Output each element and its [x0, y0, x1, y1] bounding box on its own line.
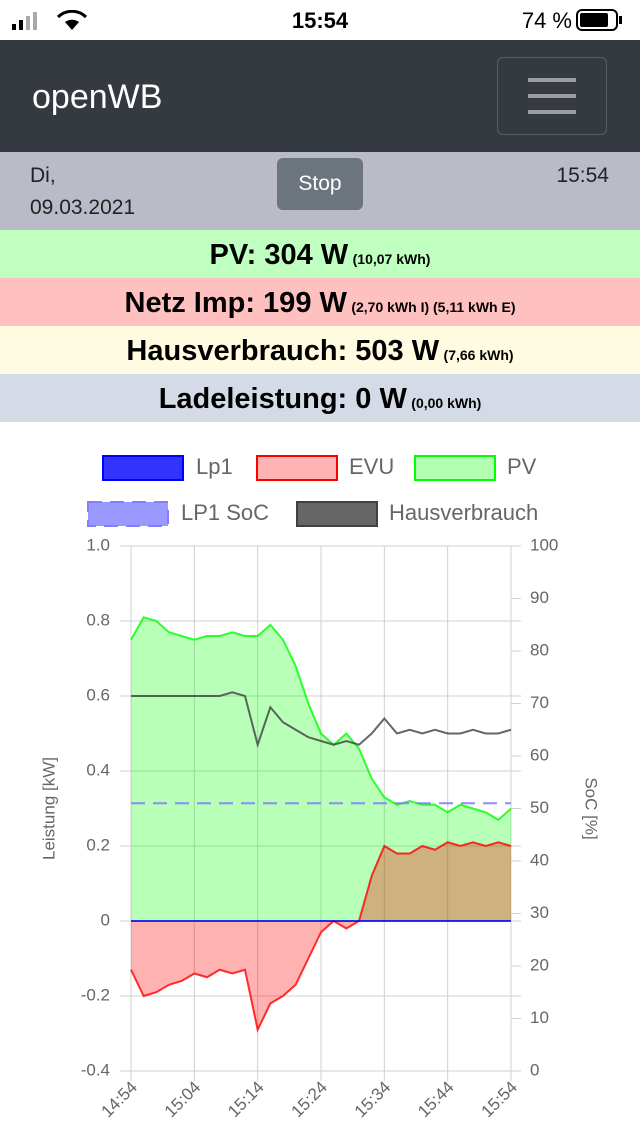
- line: [130, 616, 512, 821]
- summary-value: PV: 304 W: [209, 239, 349, 271]
- legend-swatch: [256, 455, 338, 481]
- legend-label: Lp1: [196, 454, 233, 479]
- summary-detail: (10,07 kWh): [352, 251, 431, 267]
- y-tick-label: -0.4: [81, 1060, 110, 1079]
- y-axis-title: Leistung [kW]: [39, 757, 58, 860]
- status-bar: 15:54 74 %: [0, 0, 640, 40]
- legend-label: LP1 SoC: [181, 500, 269, 525]
- y2-tick-label: 20: [530, 955, 549, 974]
- clock: 15:54: [291, 8, 349, 33]
- legend-swatch: [414, 455, 496, 481]
- y2-tick-label: 50: [530, 798, 549, 817]
- line: [131, 691, 512, 749]
- brand[interactable]: openWB: [32, 78, 163, 116]
- y2-axis-title: SoC [%]: [582, 777, 601, 839]
- x-tick-label: 15:54: [477, 1078, 521, 1122]
- y2-tick-label: 80: [530, 640, 549, 659]
- legend-label: EVU: [349, 454, 394, 479]
- legend-label: PV: [507, 454, 537, 479]
- summary-row: Netz Imp: 199 W (2,70 kWh I) (5,11 kWh E…: [0, 278, 640, 326]
- legend-swatch: [296, 501, 378, 527]
- x-tick-label: 15:04: [161, 1078, 205, 1122]
- y2-tick-label: 10: [530, 1008, 549, 1027]
- battery-level: 74 %: [521, 8, 572, 33]
- y-tick-label: -0.2: [81, 985, 110, 1004]
- y-tick-label: 0: [101, 910, 110, 929]
- y2-tick-label: 40: [530, 850, 549, 869]
- y-tick-label: 0.4: [86, 760, 110, 779]
- area: [131, 842, 511, 1030]
- menu-icon: [528, 78, 576, 114]
- summary-row: PV: 304 W (10,07 kWh): [0, 230, 640, 278]
- y-tick-label: 0.6: [86, 685, 110, 704]
- summary-detail: (2,70 kWh I) (5,11 kWh E): [351, 299, 516, 315]
- summary-detail: (7,66 kWh): [443, 347, 514, 363]
- legend-label: Hausverbrauch: [389, 500, 538, 525]
- x-tick-label: 15:34: [351, 1078, 395, 1122]
- line: [130, 841, 512, 1033]
- battery-icon: [576, 9, 622, 31]
- chart: 1.0 0.8 0.6 0.4 0.2 0 -0.2 -0.4 0 10 20 30 40 50 60 70 8…: [39, 454, 601, 1122]
- y2-tick-label: 90: [530, 588, 549, 607]
- status-icons: [12, 10, 88, 30]
- x-tick-label: 15:24: [287, 1078, 331, 1122]
- date: 09.03.2021: [30, 196, 136, 219]
- x-tick-label: 15:14: [224, 1078, 268, 1122]
- summary-value: Hausverbrauch: 503 W: [126, 335, 440, 367]
- y2-tick-label: 0: [530, 1060, 539, 1079]
- summary-value: Netz Imp: 199 W: [124, 287, 347, 319]
- y-tick-label: 0.8: [86, 610, 110, 629]
- y2-tick-label: 70: [530, 693, 549, 712]
- y-tick-label: 1.0: [86, 535, 110, 554]
- x-tick-label: 15:44: [414, 1078, 458, 1122]
- x-tick-label: 14:54: [97, 1078, 141, 1122]
- legend-swatch: [102, 455, 184, 481]
- stop-button[interactable]: Stop: [277, 158, 363, 210]
- legend-swatch: [87, 501, 169, 527]
- info-bar: Di, 09.03.2021 Stop 15:54: [0, 152, 640, 230]
- y2-tick-label: 60: [530, 745, 549, 764]
- summary-value: Ladeleistung: 0 W: [158, 383, 407, 415]
- navbar: openWB: [0, 40, 640, 152]
- y2-tick-label: 100: [530, 535, 558, 554]
- menu-button[interactable]: [497, 57, 607, 135]
- day: Di,: [30, 164, 56, 187]
- y-tick-label: 0.2: [86, 835, 110, 854]
- y2-tick-label: 30: [530, 903, 549, 922]
- summary-row: Ladeleistung: 0 W (0,00 kWh): [0, 374, 640, 422]
- summary-detail: (0,00 kWh): [411, 395, 482, 411]
- time: 15:54: [556, 164, 609, 187]
- summary-row: Hausverbrauch: 503 W (7,66 kWh): [0, 326, 640, 374]
